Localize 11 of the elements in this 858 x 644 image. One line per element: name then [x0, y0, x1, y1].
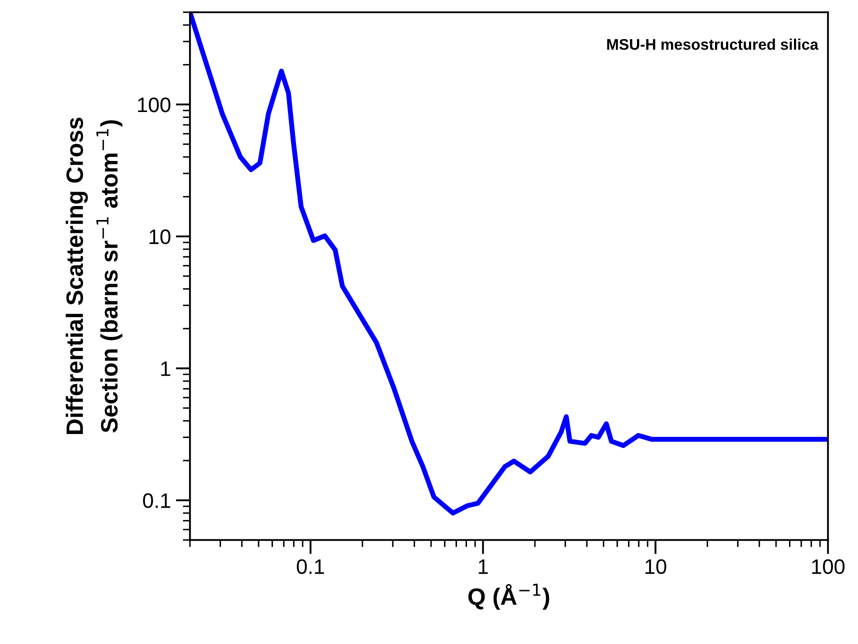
x-tick-label: 10: [645, 559, 666, 574]
annotation: MSU-H mesostructured silica: [607, 38, 819, 50]
x-tick-label: 0.1: [296, 559, 324, 574]
x-tick-label: 1: [478, 560, 488, 574]
y-tick-label: 100: [138, 97, 170, 112]
y-tick-label: 0.1: [143, 493, 170, 508]
x-tick-label: 100: [812, 559, 845, 574]
y-tick-label: 1: [161, 362, 170, 376]
y-axis-title: Differential Scattering Cross Section (barns sr$^{−1}$ atom$^{−1}$): [66, 118, 122, 434]
x-axis-title: Q (Å$^{−1}$): [468, 584, 550, 610]
y-tick-label: 10: [150, 229, 170, 244]
